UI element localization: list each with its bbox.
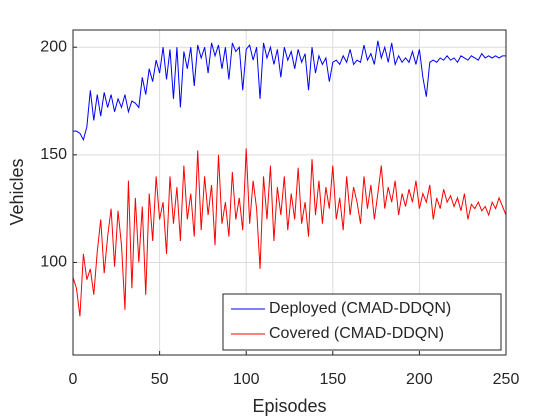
x-axis-label: Episodes [252, 396, 326, 416]
y-tick-label: 150 [40, 146, 67, 163]
legend-label: Deployed (CMAD-DDQN) [269, 300, 451, 317]
y-axis-label: Vehicles [7, 158, 27, 225]
x-tick-label: 0 [69, 371, 78, 388]
legend-label: Covered (CMAD-DDQN) [269, 325, 444, 342]
x-tick-label: 100 [233, 371, 260, 388]
x-tick-label: 150 [319, 371, 346, 388]
x-tick-label: 200 [406, 371, 433, 388]
y-tick-label: 100 [40, 254, 67, 271]
y-tick-label: 200 [40, 38, 67, 55]
series-line [73, 40, 506, 142]
legend-box [222, 293, 502, 351]
x-tick-label: 250 [493, 371, 520, 388]
x-tick-label: 50 [151, 371, 169, 388]
legend: Deployed (CMAD-DDQN) Covered (CMAD-DDQN) [222, 293, 502, 351]
plot-frame [72, 29, 507, 356]
series-line [72, 148, 507, 317]
